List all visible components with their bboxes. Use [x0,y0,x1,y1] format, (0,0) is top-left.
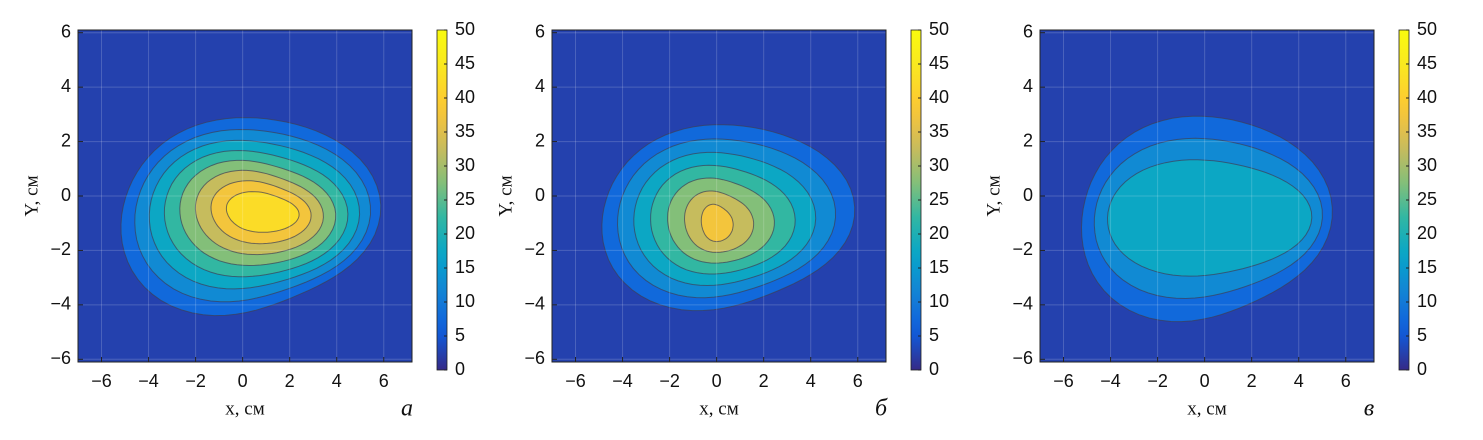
x-tick-label: 2 [1247,371,1257,391]
colorbar-tick-label: 45 [1417,53,1437,73]
colorbar-tick-label: 45 [929,53,949,73]
colorbar-tick-label: 10 [455,291,475,311]
y-tick-label: 6 [535,21,545,41]
x-axis-label: x, см [699,398,738,419]
colorbar-tick-label: 50 [455,19,475,39]
y-tick-label: −2 [50,239,71,259]
y-tick-label: 0 [61,185,71,205]
x-tick-label: 2 [759,371,769,391]
y-tick-label: 0 [1023,185,1033,205]
colorbar-tick-label: 35 [455,121,475,141]
colorbar-tick-label: 30 [1417,155,1437,175]
colorbar-tick-label: 40 [455,87,475,107]
x-tick-label: −6 [1053,371,1074,391]
x-tick-label: 6 [379,371,389,391]
axes-frame [77,29,413,363]
y-tick-label: 2 [61,130,71,150]
y-tick-label: 4 [61,76,71,96]
x-tick-label: −2 [659,371,680,391]
colorbar-tick-label: 20 [455,223,475,243]
colorbar-tick-label: 25 [455,189,475,209]
colorbar-tick-label: 20 [1417,223,1437,243]
y-tick-label: 6 [61,21,71,41]
y-tick-label: −2 [524,239,545,259]
colorbar-tick-label: 30 [455,155,475,175]
colorbar-tick-label: 50 [929,19,949,39]
x-tick-label: 2 [285,371,295,391]
colorbar-tick-label: 10 [1417,291,1437,311]
plot-area [1040,30,1374,362]
colorbar-tick-label: 20 [929,223,949,243]
x-tick-label: 0 [238,371,248,391]
y-tick-label: −2 [1012,239,1033,259]
axes-frame [1039,29,1375,363]
colorbar-tick-label: 30 [929,155,949,175]
colorbar-tick-label: 5 [1417,325,1427,345]
colorbar-tick-label: 35 [1417,121,1437,141]
y-tick-label: −4 [1012,294,1033,314]
y-tick-label: 6 [1023,21,1033,41]
x-tick-label: 6 [1341,371,1351,391]
y-tick-label: −4 [524,294,545,314]
colorbar-tick-label: 50 [1417,19,1437,39]
colorbar-tick-label: 0 [1417,359,1427,379]
panel-label: в [1364,396,1374,422]
colorbar-tick-label: 25 [1417,189,1437,209]
y-axis-label: Y, см [495,175,516,216]
colorbar-tick-label: 5 [929,325,939,345]
contour-region [225,191,300,233]
y-axis-label: Y, см [21,175,42,216]
y-tick-label: 2 [535,130,545,150]
x-axis-label: x, см [1187,398,1226,419]
colorbar-tick-label: 25 [929,189,949,209]
y-tick-label: 4 [1023,76,1033,96]
y-tick-label: −4 [50,294,71,314]
x-tick-label: 0 [1200,371,1210,391]
colorbar-tick-label: 35 [929,121,949,141]
y-tick-label: 2 [1023,130,1033,150]
x-tick-label: −2 [1147,371,1168,391]
x-tick-label: 4 [332,371,342,391]
colorbar-tick-label: 15 [455,257,475,277]
axes-frame [551,29,887,363]
plot-area [552,30,886,362]
panel-label: б [875,396,888,422]
y-tick-label: −6 [50,348,71,368]
y-axis-label: Y, см [983,175,1004,216]
x-axis-label: x, см [225,398,264,419]
x-tick-label: −4 [612,371,633,391]
x-tick-label: 4 [806,371,816,391]
contour-region [700,203,734,243]
y-tick-label: 4 [535,76,545,96]
colorbar-tick-label: 15 [1417,257,1437,277]
panel-label: а [401,396,413,422]
colorbar-tick-label: 5 [455,325,465,345]
colorbar-tick-label: 0 [929,359,939,379]
x-tick-label: −2 [185,371,206,391]
colorbar-tick-label: 45 [455,53,475,73]
x-tick-label: 0 [712,371,722,391]
x-tick-label: −6 [565,371,586,391]
y-tick-label: −6 [1012,348,1033,368]
colorbar-tick-label: 10 [929,291,949,311]
colorbar-tick-label: 0 [455,359,465,379]
colorbar-tick-label: 40 [1417,87,1437,107]
colorbar-tick-label: 40 [929,87,949,107]
y-tick-label: −6 [524,348,545,368]
x-tick-label: 4 [1294,371,1304,391]
x-tick-label: −4 [138,371,159,391]
contour-region [1106,159,1313,277]
plot-area [78,30,412,362]
x-tick-label: 6 [853,371,863,391]
x-tick-label: −4 [1100,371,1121,391]
y-tick-label: 0 [535,185,545,205]
colorbar-tick-label: 15 [929,257,949,277]
x-tick-label: −6 [91,371,112,391]
